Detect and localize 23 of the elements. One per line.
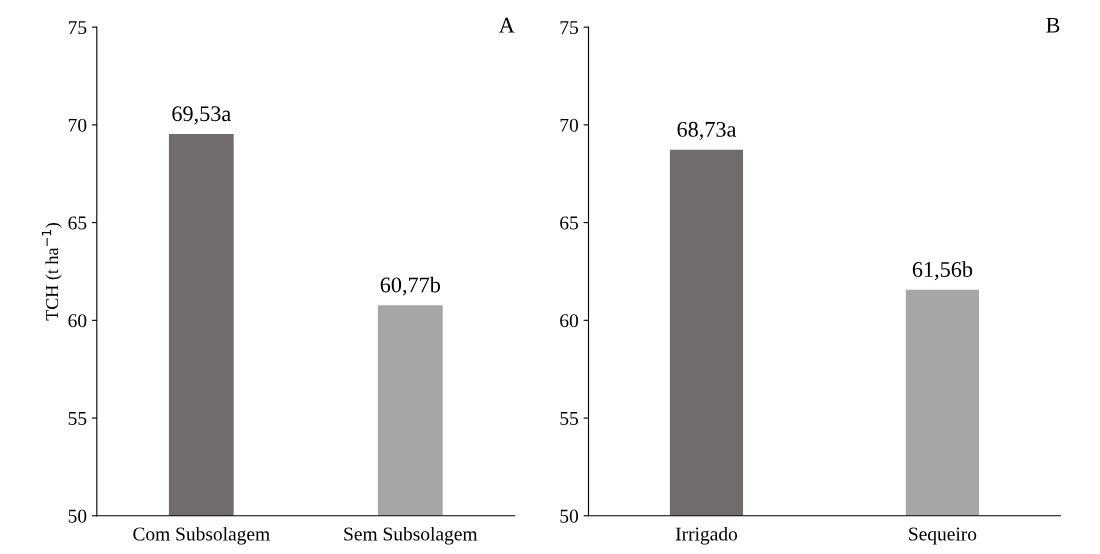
y-tick-label: 55 — [68, 412, 87, 425]
y-tick-label: 70 — [560, 118, 579, 132]
data-label: 69,53a — [172, 106, 231, 125]
y-tick-label: 55 — [560, 412, 579, 425]
y-tick-label: 50 — [68, 509, 87, 523]
data-label: 61,56b — [912, 261, 973, 281]
annotation: A — [498, 17, 515, 33]
y-tick-label: 65 — [68, 216, 87, 230]
y-tick-label: 65 — [560, 216, 579, 230]
y-tick-label: 70 — [68, 118, 87, 132]
data-label: 60,77b — [380, 276, 441, 296]
data-label: 68,73a — [677, 121, 737, 141]
x-tick-label: Com Subsolagem — [133, 526, 270, 545]
y-axis-title: TCH (t ha$^{−1}$) — [41, 223, 62, 321]
y-tick-label: 75 — [68, 21, 87, 35]
annotation: B — [1046, 17, 1060, 33]
y-tick-label: 60 — [560, 314, 579, 328]
x-tick-label: Irrigado — [675, 526, 738, 545]
y-tick-label: 60 — [68, 314, 87, 328]
y-tick-label: 50 — [560, 509, 579, 523]
x-tick-label: Sem Subsolagem — [344, 526, 478, 545]
x-tick-label: Sequeiro — [909, 527, 977, 545]
y-tick-label: 75 — [560, 21, 579, 35]
